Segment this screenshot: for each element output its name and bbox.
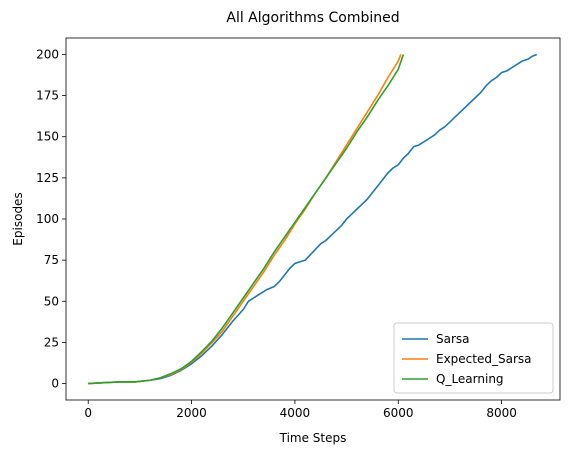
- y-tick-label: 125: [36, 171, 59, 185]
- legend-label: Sarsa: [436, 332, 470, 346]
- series-layer: [88, 53, 538, 385]
- legend: Sarsa Expected_Sarsa Q_Learning: [393, 322, 554, 394]
- y-axis-ticks: 0 25 50 75 100 125 150 175 200: [36, 47, 66, 391]
- y-axis-label: Episodes: [11, 192, 25, 245]
- y-tick-label: 175: [36, 89, 59, 103]
- series-line-q-learning: [88, 54, 405, 385]
- chart-title: All Algorithms Combined: [226, 10, 399, 26]
- y-tick-label: 0: [51, 377, 59, 391]
- legend-label: Q_Learning: [436, 372, 504, 386]
- x-tick-label: 8000: [486, 406, 517, 420]
- y-tick-label: 150: [36, 130, 59, 144]
- legend-box: [393, 322, 554, 394]
- legend-label: Expected_Sarsa: [436, 352, 532, 366]
- y-tick-label: 200: [36, 47, 59, 61]
- series-line-sarsa: [88, 53, 538, 385]
- x-tick-label: 2000: [176, 406, 207, 420]
- y-tick-label: 25: [44, 335, 59, 349]
- y-tick-label: 50: [44, 294, 59, 308]
- y-tick-label: 75: [44, 253, 59, 267]
- x-tick-label: 4000: [280, 406, 311, 420]
- x-tick-label: 0: [84, 406, 92, 420]
- x-tick-label: 6000: [383, 406, 414, 420]
- y-tick-label: 100: [36, 212, 59, 226]
- x-axis-ticks: 0 2000 4000 6000 8000: [84, 400, 517, 420]
- x-axis-label: Time Steps: [279, 431, 347, 445]
